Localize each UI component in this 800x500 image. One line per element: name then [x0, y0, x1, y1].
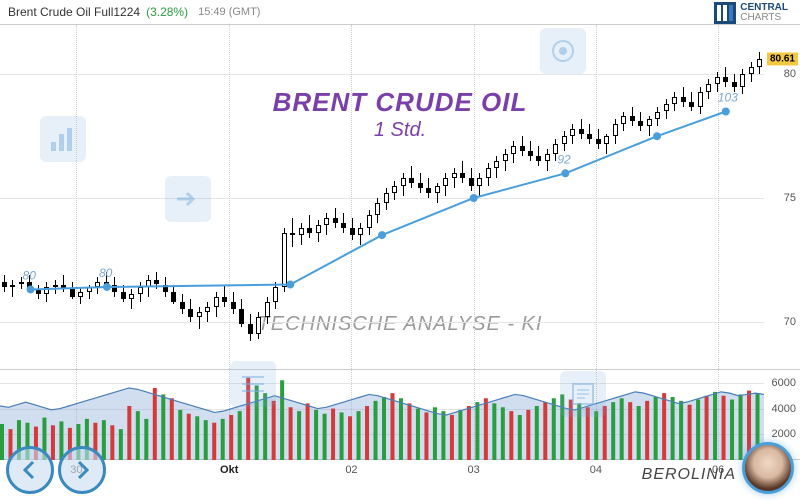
watermark-target-icon [540, 28, 586, 74]
x-tick-label: 02 [345, 464, 357, 476]
nav-prev-button[interactable] [6, 446, 54, 494]
x-tick-label: Okt [220, 464, 238, 476]
logo-icon [714, 2, 736, 24]
centralcharts-logo: CENTRAL CHARTS [714, 2, 788, 24]
chart-title: BRENT CRUDE OIL [273, 87, 528, 118]
y-tick-label: 75 [784, 192, 796, 204]
svg-text:103: 103 [718, 91, 738, 105]
ticker-name: Brent Crude Oil Full1224 [8, 5, 140, 19]
x-tick-label: 03 [468, 464, 480, 476]
volume-chart[interactable]: 2000 4000 6000 [0, 370, 800, 460]
berolinia-label: BEROLINIA [642, 466, 736, 484]
chart-subtitle: 1 Std. [374, 119, 426, 142]
watermark-bars-icon [40, 116, 86, 162]
watermark-lines-icon [230, 361, 276, 407]
watermark-arrow-icon [165, 176, 211, 222]
watermark-note-icon [560, 371, 606, 417]
chart-header: Brent Crude Oil Full1224 (3.28%) 15:49 (… [0, 0, 800, 24]
y-tick-label: 80 [784, 68, 796, 80]
avatar-icon[interactable] [742, 442, 794, 494]
vol-tick-label: 6000 [772, 377, 796, 389]
price-chart[interactable]: BRENT CRUDE OIL 1 Std. TECHNISCHE ANALYS… [0, 24, 800, 370]
nav-next-button[interactable] [58, 446, 106, 494]
pct-change: (3.28%) [146, 5, 188, 19]
vol-tick-label: 4000 [772, 403, 796, 415]
timestamp: 15:49 (GMT) [198, 6, 260, 18]
svg-text:92: 92 [557, 152, 571, 166]
vol-tick-label: 2000 [772, 428, 796, 440]
last-price-tag: 80.61 [767, 53, 798, 66]
logo-text-bot: CHARTS [740, 13, 788, 23]
y-tick-label: 70 [784, 316, 796, 328]
ta-title: TECHNISCHE ANALYSE - KI [258, 313, 543, 336]
x-tick-label: 04 [590, 464, 602, 476]
